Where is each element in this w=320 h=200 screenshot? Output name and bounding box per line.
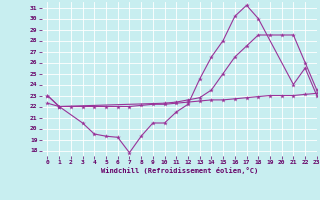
X-axis label: Windchill (Refroidissement éolien,°C): Windchill (Refroidissement éolien,°C): [100, 167, 258, 174]
